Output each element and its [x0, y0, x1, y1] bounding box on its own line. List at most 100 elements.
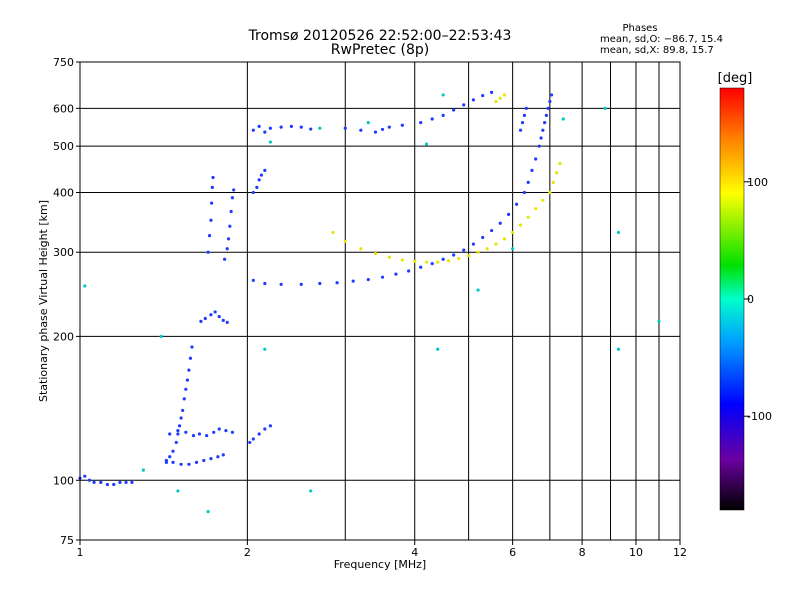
data-point [541, 128, 545, 132]
data-point [419, 265, 423, 269]
data-point [471, 98, 475, 102]
data-point [289, 124, 293, 128]
data-point [268, 140, 272, 144]
data-point [549, 93, 554, 97]
data-point [83, 474, 87, 478]
data-point [490, 90, 494, 94]
data-point [387, 125, 391, 129]
data-point [511, 247, 515, 251]
colorbar-tick-label: 0 [747, 293, 754, 306]
data-point [194, 460, 199, 464]
data-point [506, 212, 511, 216]
data-point [230, 196, 235, 200]
data-point [481, 93, 485, 98]
data-point [436, 260, 440, 264]
data-point [179, 462, 183, 466]
data-point [217, 427, 221, 431]
data-point [539, 136, 543, 140]
data-point [359, 128, 363, 132]
x-tick-label: 4 [411, 546, 418, 559]
data-point [174, 440, 178, 445]
x-tick-label: 12 [673, 546, 687, 559]
data-point [217, 315, 221, 319]
data-point [502, 93, 507, 97]
data-point [279, 282, 283, 286]
data-point [171, 460, 175, 464]
data-point [168, 432, 172, 436]
data-point [185, 378, 189, 382]
data-point [268, 424, 272, 428]
y-tick-label: 600 [53, 102, 74, 115]
data-point [457, 256, 461, 261]
data-point [424, 260, 429, 264]
data-point [130, 480, 134, 484]
colorbar-label: [deg] [718, 71, 753, 86]
data-point [366, 121, 370, 125]
colorbar-ticks: 100 0 -100 [744, 176, 772, 423]
chart-subtitle: RwPretec (8p) [331, 42, 429, 58]
y-tick-label: 500 [53, 140, 74, 153]
phases-heading: Phases [622, 23, 657, 34]
data-point [518, 223, 523, 227]
data-point [228, 224, 232, 228]
data-point [400, 123, 404, 127]
data-point [526, 215, 530, 219]
phases-o-line: mean, sd,O: −86.7, 15.4 [600, 34, 723, 45]
data-point [182, 397, 186, 401]
data-point [176, 429, 180, 433]
data-point [209, 457, 213, 461]
data-point [400, 258, 404, 262]
data-point [558, 161, 562, 166]
data-point [471, 242, 475, 246]
data-point [441, 93, 445, 97]
data-point [171, 449, 175, 453]
data-point [441, 257, 445, 261]
data-point [230, 430, 235, 434]
data-point [248, 440, 252, 445]
data-point [616, 230, 621, 235]
data-point [522, 113, 527, 117]
plot-frame [79, 61, 681, 541]
data-point [502, 237, 507, 241]
colorbar-tick-label: 100 [747, 176, 768, 189]
data-point [318, 126, 322, 130]
data-point [202, 458, 206, 463]
x-tick-label: 2 [244, 546, 251, 559]
data-point [263, 347, 267, 351]
series-X [331, 93, 562, 264]
data-point [520, 121, 525, 125]
data-point [268, 126, 272, 130]
data-point [181, 408, 185, 413]
data-point [373, 252, 378, 256]
data-point [335, 281, 339, 285]
data-point [184, 430, 188, 434]
data-point [209, 218, 213, 222]
data-point [257, 432, 261, 436]
data-point [603, 106, 607, 110]
data-point [380, 275, 385, 279]
colorbar-tick-label: -100 [747, 410, 772, 423]
data-point [83, 284, 87, 288]
series-O [78, 90, 554, 487]
phases-x-line: mean, sd,X: 89.8, 15.7 [600, 45, 714, 56]
data-point [394, 272, 398, 276]
data-point [526, 180, 530, 184]
y-tick-label: 400 [53, 186, 74, 199]
data-point [216, 455, 220, 459]
data-point [537, 144, 541, 148]
data-point [210, 201, 214, 205]
data-point [176, 489, 180, 493]
data-point [92, 480, 96, 484]
data-point [452, 253, 456, 257]
data-point [343, 126, 347, 130]
x-tick-label: 6 [509, 546, 516, 559]
y-axis-label: Stationary phase Virtual Height [km] [37, 200, 50, 402]
data-point [190, 345, 194, 349]
data-point [534, 157, 538, 161]
data-point [179, 416, 183, 420]
data-point [446, 259, 451, 263]
data-point [221, 318, 225, 323]
data-layer [78, 90, 661, 514]
data-point [498, 96, 502, 100]
data-point [263, 130, 267, 134]
